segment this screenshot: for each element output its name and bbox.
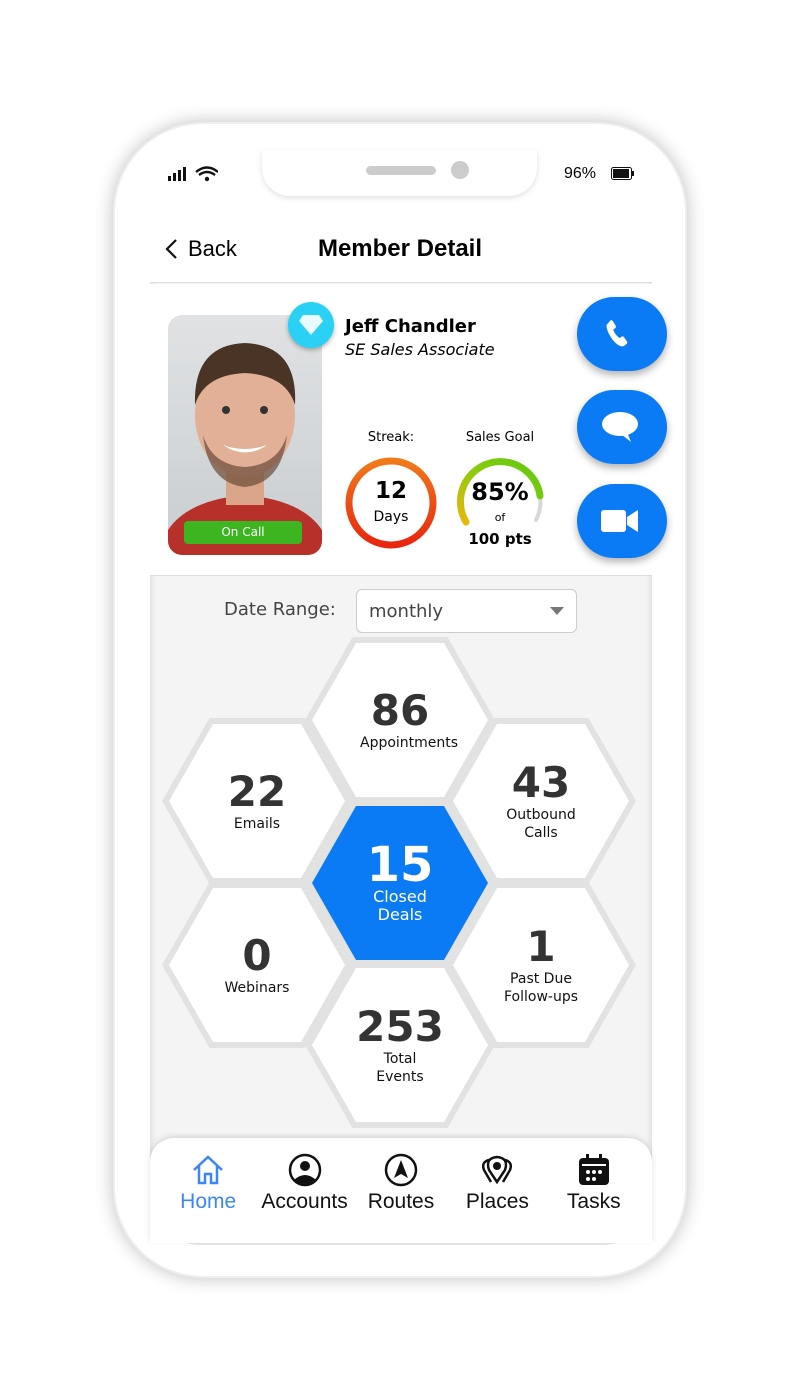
date-range-label: Date Range: — [224, 599, 336, 620]
date-range-select[interactable]: monthly — [356, 589, 577, 633]
sales-goal-target: 100 pts — [468, 530, 532, 548]
streak-ring — [345, 457, 437, 549]
date-range-value: monthly — [369, 600, 444, 622]
battery-icon — [611, 167, 634, 180]
stat-value: 43 — [511, 758, 571, 807]
call-button[interactable] — [577, 297, 667, 371]
sales-goal-label: Sales Goal — [465, 430, 535, 445]
stat-tile[interactable]: 86 Appointments — [312, 643, 488, 797]
chevron-left-icon — [165, 239, 177, 259]
streak-label: Streak: — [367, 430, 415, 445]
message-button[interactable] — [577, 390, 667, 464]
nav-label: Places — [465, 1190, 529, 1213]
stat-label: Closed Deals — [373, 887, 427, 924]
stat-label: Total Events — [376, 1051, 424, 1085]
stat-value: 1 — [526, 922, 556, 971]
sales-goal-of: of — [494, 511, 506, 524]
nav-label: Tasks — [566, 1190, 621, 1213]
stat-value: 15 — [366, 837, 434, 893]
speaker — [366, 166, 436, 175]
member-photo — [168, 315, 322, 555]
stat-label: Outbound Calls — [506, 807, 576, 841]
navigation-icon — [384, 1153, 418, 1187]
bottom-nav: Home Accounts Routes Places Tasks — [150, 1138, 652, 1243]
places-icon — [482, 1155, 513, 1185]
calendar-icon — [578, 1154, 609, 1185]
video-call-button[interactable] — [577, 484, 667, 558]
stat-tile[interactable]: 0 Webinars — [169, 888, 345, 1042]
nav-routes[interactable]: Routes — [353, 1152, 448, 1243]
back-label: Back — [188, 236, 237, 261]
nav-label: Accounts — [261, 1190, 348, 1213]
stat-label: Appointments — [360, 735, 459, 751]
sales-goal-value: 85% — [471, 478, 529, 506]
camera — [451, 161, 469, 179]
home-icon — [193, 1155, 224, 1185]
nav-accounts[interactable]: Accounts — [257, 1152, 352, 1243]
streak-unit: Days — [373, 509, 409, 525]
stat-tile[interactable]: 15 Closed Deals — [312, 806, 488, 960]
caret-down-icon — [550, 607, 564, 615]
nav-label: Home — [180, 1190, 237, 1213]
status-badge: On Call — [184, 521, 302, 544]
stat-value: 86 — [370, 686, 430, 735]
member-name: Jeff Chandler — [345, 316, 476, 337]
stat-tile[interactable]: 22 Emails — [169, 724, 345, 878]
video-icon — [601, 510, 638, 532]
signal-wifi-icon — [168, 166, 218, 182]
battery-percent: 96% — [564, 165, 597, 182]
sales-goal-gauge — [456, 458, 544, 526]
stat-value: 0 — [242, 931, 272, 980]
stat-value: 22 — [227, 767, 287, 816]
stat-label: Emails — [233, 816, 281, 832]
nav-home[interactable]: Home — [161, 1152, 256, 1243]
back-button[interactable]: Back — [164, 236, 237, 262]
stat-label: Webinars — [224, 980, 290, 996]
stat-label: Past Due Follow-ups — [503, 971, 579, 1005]
stat-value: 253 — [356, 1002, 444, 1051]
nav-places[interactable]: Places — [450, 1152, 545, 1243]
nav-label: Routes — [367, 1190, 435, 1213]
streak-value: 12 — [374, 478, 407, 504]
page-title: Member Detail — [317, 235, 483, 262]
diamond-icon — [288, 302, 334, 348]
phone-icon — [606, 320, 628, 347]
account-icon — [288, 1153, 321, 1187]
member-role: SE Sales Associate — [345, 340, 495, 359]
chat-icon — [602, 412, 638, 442]
nav-tasks[interactable]: Tasks — [546, 1152, 641, 1243]
